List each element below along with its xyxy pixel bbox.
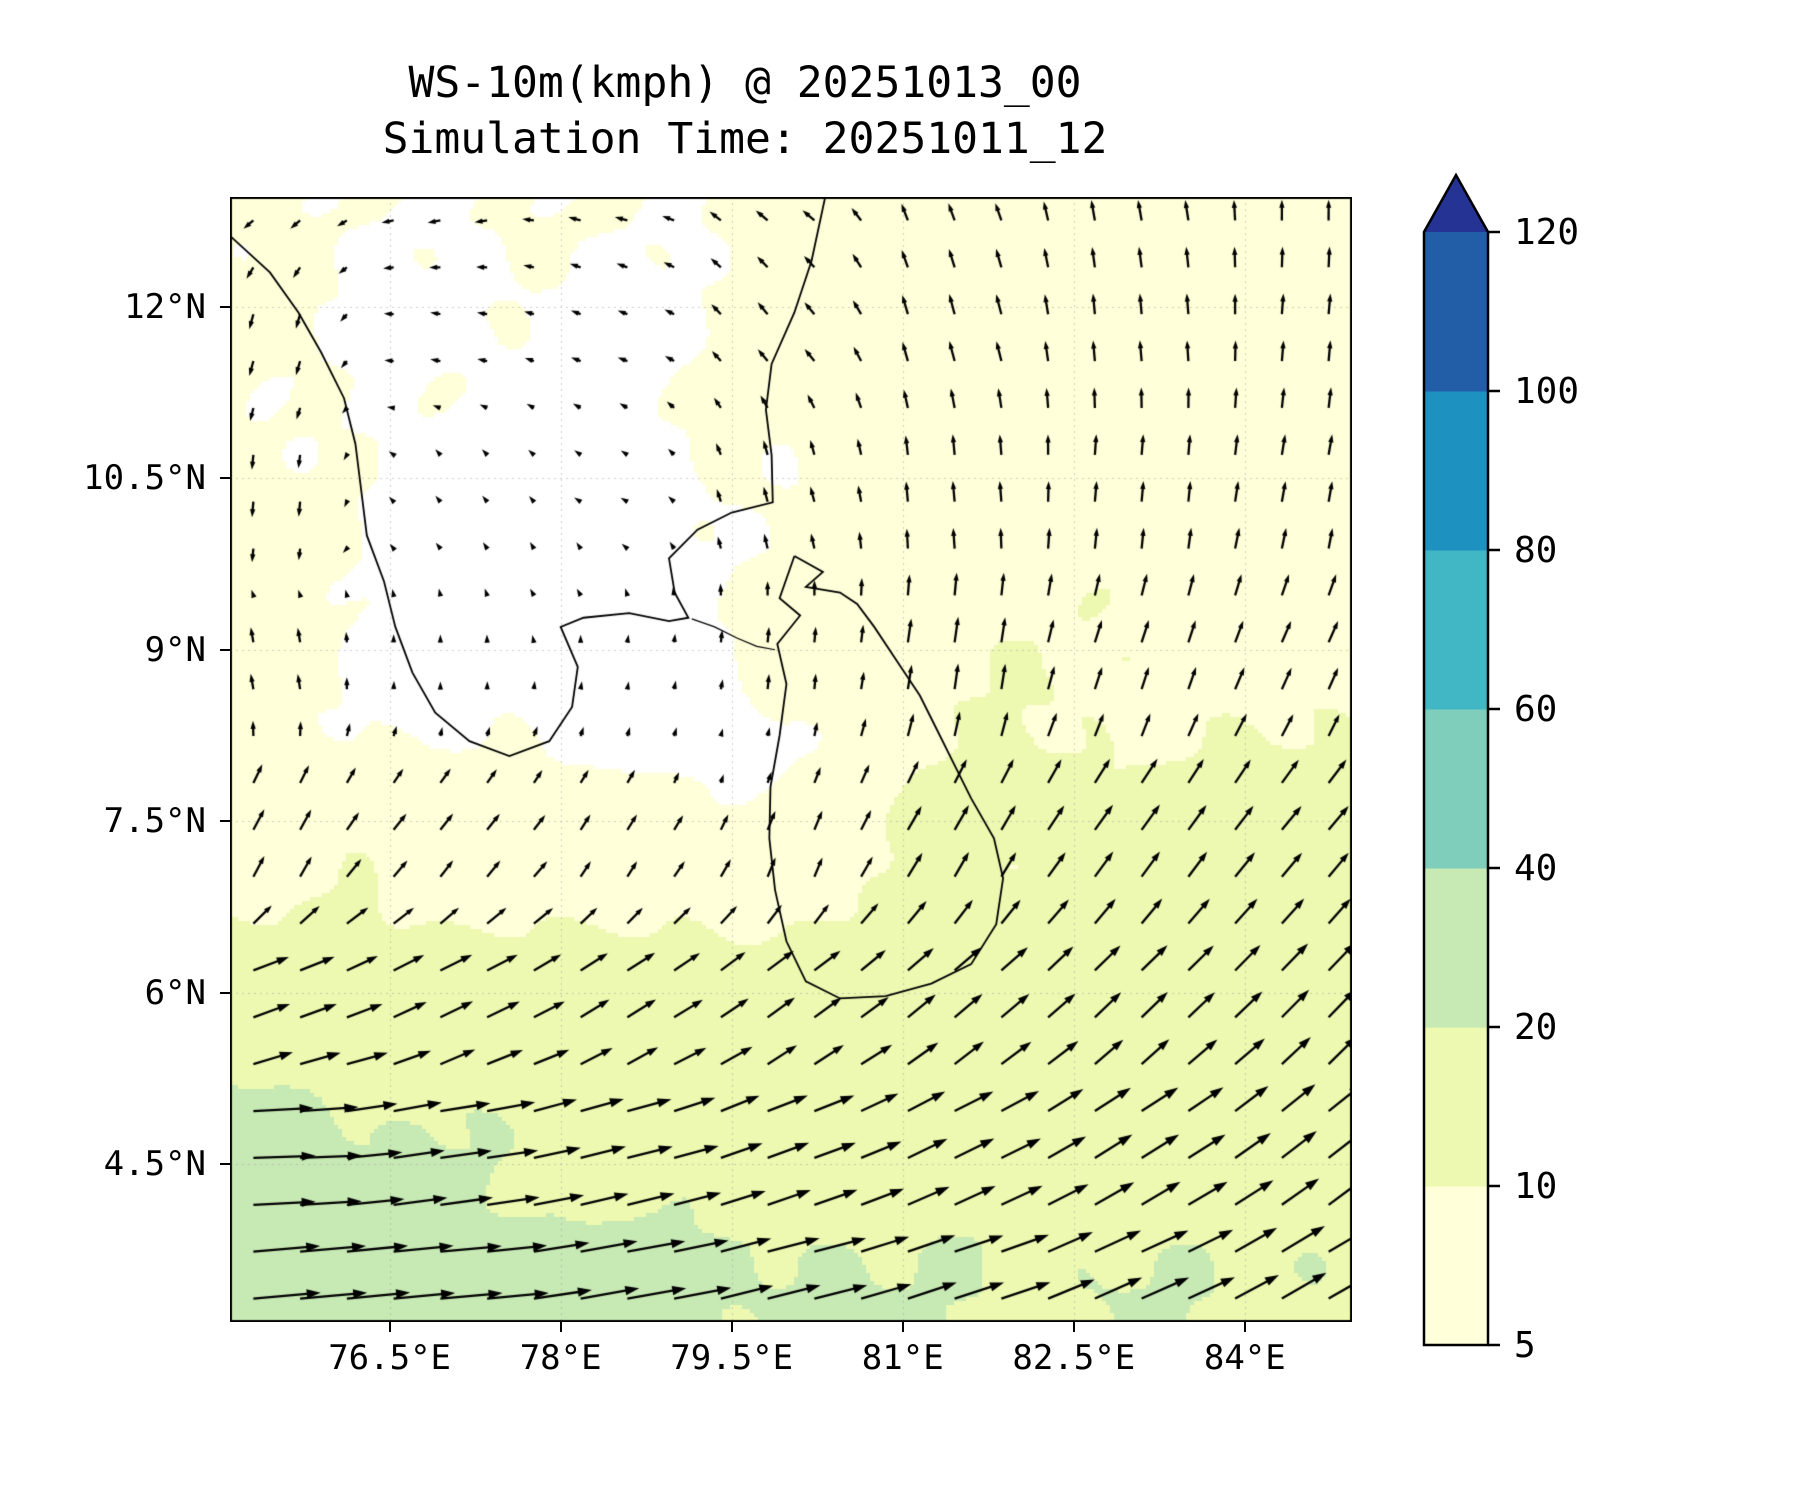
y-axis-tick-label: 6°N xyxy=(144,972,206,1013)
x-axis-tick-mark xyxy=(1243,1322,1246,1332)
colorbar-segment xyxy=(1424,1186,1488,1346)
y-axis-tick-mark xyxy=(220,991,230,994)
x-axis-tick-mark xyxy=(388,1322,391,1332)
colorbar-tick-label: 60 xyxy=(1514,689,1557,730)
y-axis-tick-label: 4.5°N xyxy=(103,1144,206,1185)
colorbar-tick-label: 40 xyxy=(1514,848,1557,889)
x-axis-tick-label: 76.5°E xyxy=(328,1338,452,1378)
y-axis-tick-mark xyxy=(220,305,230,308)
colorbar-tick-label: 80 xyxy=(1514,530,1557,571)
colorbar-tick-label: 10 xyxy=(1514,1166,1557,1207)
y-axis-tick-mark xyxy=(220,1163,230,1166)
colorbar-tick-label: 120 xyxy=(1514,212,1579,253)
y-axis-tick-label: 7.5°N xyxy=(103,801,206,842)
x-axis-tick-mark xyxy=(1072,1322,1075,1332)
colorbar-segment xyxy=(1424,550,1488,710)
x-axis-tick-mark xyxy=(559,1322,562,1332)
y-axis-tick-label: 9°N xyxy=(144,629,206,670)
chart-subtitle: Simulation Time: 20251011_12 xyxy=(382,114,1108,164)
colorbar-segment xyxy=(1424,868,1488,1028)
colorbar-tick-label: 5 xyxy=(1514,1325,1536,1366)
colorbar-tick-label: 100 xyxy=(1514,371,1579,412)
x-axis-tick-mark xyxy=(901,1322,904,1332)
y-axis-tick-label: 10.5°N xyxy=(83,458,206,499)
colorbar-segment xyxy=(1424,232,1488,392)
colorbar-segment xyxy=(1424,709,1488,869)
colorbar-outline xyxy=(1422,172,1490,1347)
y-axis-tick-mark xyxy=(220,477,230,480)
y-axis-tick-mark xyxy=(220,648,230,651)
x-axis-tick-label: 78°E xyxy=(519,1338,602,1378)
x-axis-tick-label: 81°E xyxy=(861,1338,944,1378)
colorbar-segment xyxy=(1424,1027,1488,1187)
x-axis-tick-label: 82.5°E xyxy=(1012,1338,1136,1378)
y-axis-tick-label: 12°N xyxy=(124,286,206,327)
x-axis-tick-label: 84°E xyxy=(1203,1338,1286,1378)
wind-map-plot xyxy=(230,197,1352,1322)
x-axis-tick-label: 79.5°E xyxy=(670,1338,794,1378)
x-axis-tick-mark xyxy=(730,1322,733,1332)
colorbar-over-arrow xyxy=(1424,175,1488,232)
colorbar-segment xyxy=(1424,391,1488,551)
colorbar-tick-label: 20 xyxy=(1514,1007,1557,1048)
chart-title: WS-10m(kmph) @ 20251013_00 xyxy=(408,58,1082,108)
y-axis-tick-mark xyxy=(220,820,230,823)
colorbar: 5 10 20 40 60 80 100 120 xyxy=(1422,172,1579,1366)
